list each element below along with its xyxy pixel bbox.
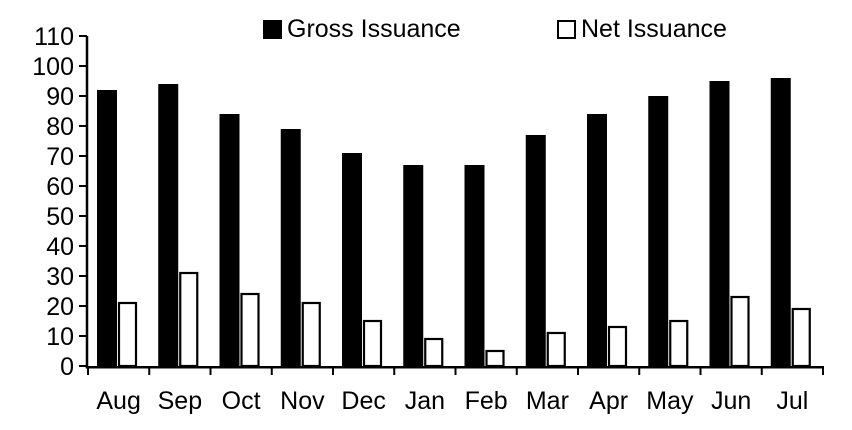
- bar-gross-apr: [587, 114, 607, 366]
- bar-net-oct: [240, 292, 260, 368]
- gross-issuance-legend-label: Gross Issuance: [287, 15, 461, 43]
- bar-gross-aug: [97, 90, 117, 366]
- month-label-jul: Jul: [776, 387, 808, 415]
- bar-net-sep: [179, 271, 199, 368]
- y-tick-label-70: 70: [46, 143, 74, 171]
- bar-net-dec: [362, 319, 383, 368]
- bar-gross-feb: [464, 165, 485, 366]
- y-tick-label-20: 20: [46, 293, 74, 321]
- bar-net-may: [669, 319, 689, 368]
- y-tick-label-30: 30: [46, 263, 74, 291]
- bar-net-jan: [424, 337, 444, 368]
- month-label-nov: Nov: [280, 387, 325, 415]
- y-tick-label-10: 10: [46, 323, 74, 351]
- month-label-oct: Oct: [222, 387, 261, 415]
- bar-gross-jun: [709, 81, 730, 366]
- bar-gross-jan: [403, 165, 424, 366]
- legend-item-net-issuance: Net Issuance: [557, 16, 727, 42]
- month-label-mar: Mar: [526, 387, 569, 415]
- y-tick-label-80: 80: [46, 113, 74, 141]
- y-tick-label-90: 90: [46, 83, 74, 111]
- bar-net-feb: [485, 349, 505, 368]
- y-tick-label-50: 50: [46, 203, 74, 231]
- month-label-aug: Aug: [96, 387, 140, 415]
- y-tick-label-60: 60: [46, 173, 74, 201]
- bar-net-jun: [730, 295, 750, 368]
- y-tick-label-110: 110: [34, 23, 74, 51]
- bar-gross-nov: [280, 129, 301, 366]
- net-issuance-legend-marker-icon: [557, 19, 576, 39]
- bar-gross-sep: [158, 84, 179, 366]
- bar-net-jul: [791, 307, 811, 368]
- y-tick-label-0: 0: [60, 353, 74, 381]
- bar-net-apr: [607, 325, 628, 368]
- month-label-jun: Jun: [711, 387, 751, 415]
- bar-gross-may: [648, 96, 669, 366]
- bar-gross-oct: [219, 114, 240, 366]
- month-label-feb: Feb: [465, 387, 508, 415]
- y-tick-label-100: 100: [32, 53, 74, 81]
- bar-net-nov: [301, 301, 321, 368]
- y-tick-label-40: 40: [46, 233, 74, 261]
- bar-net-mar: [546, 331, 566, 368]
- month-label-dec: Dec: [341, 387, 385, 415]
- net-issuance-legend-label: Net Issuance: [581, 15, 727, 43]
- bar-gross-jul: [770, 78, 791, 366]
- legend-item-gross-issuance: Gross Issuance: [263, 16, 461, 42]
- month-label-jan: Jan: [405, 387, 445, 415]
- month-label-sep: Sep: [158, 387, 202, 415]
- month-label-apr: Apr: [589, 387, 628, 415]
- bar-net-aug: [117, 301, 138, 368]
- bar-gross-dec: [342, 153, 362, 366]
- gross-issuance-legend-marker-icon: [263, 19, 282, 39]
- month-label-may: May: [646, 387, 694, 415]
- bar-gross-mar: [525, 135, 546, 366]
